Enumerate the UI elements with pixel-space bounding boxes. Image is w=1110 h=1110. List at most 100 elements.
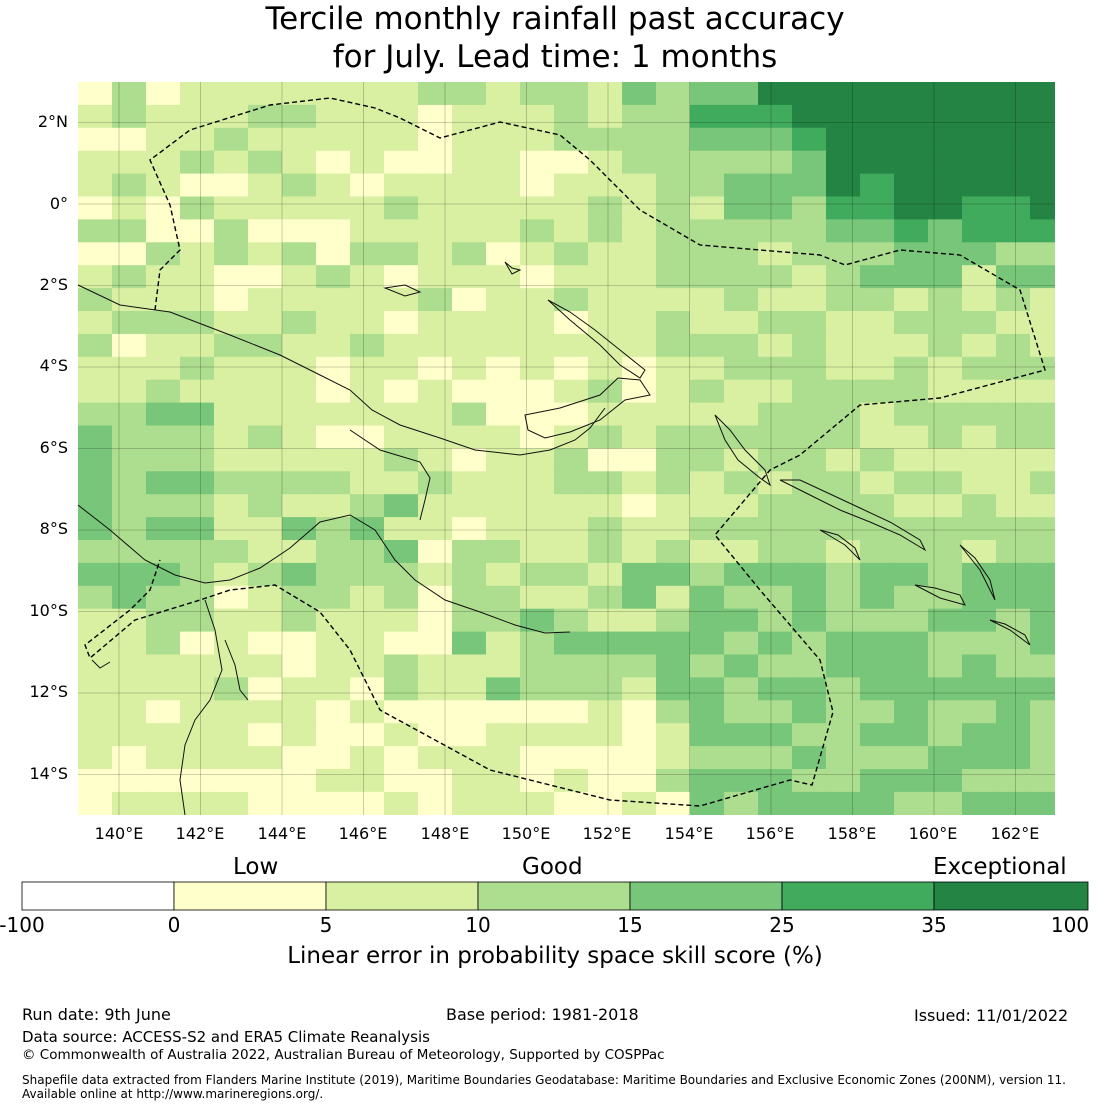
grid-cell bbox=[384, 700, 419, 724]
lon-label: 148°E bbox=[420, 824, 470, 843]
grid-cell bbox=[248, 127, 283, 152]
grid-cell bbox=[758, 654, 793, 678]
grid-cell bbox=[860, 631, 895, 655]
grid-cell bbox=[588, 150, 623, 175]
grid-cell bbox=[860, 608, 895, 633]
grid-cell bbox=[588, 82, 623, 106]
grid-cell bbox=[146, 333, 181, 358]
grid-cell bbox=[656, 517, 691, 541]
grid-cell bbox=[418, 517, 453, 541]
grid-cell bbox=[384, 311, 419, 335]
grid-cell bbox=[690, 173, 725, 197]
grid-cell bbox=[690, 333, 725, 358]
grid-cell bbox=[214, 150, 249, 175]
grid-cell bbox=[622, 517, 657, 541]
grid-cell bbox=[384, 769, 419, 793]
grid-cell bbox=[894, 471, 929, 495]
grid-cell bbox=[928, 288, 963, 312]
grid-cell bbox=[792, 82, 827, 106]
grid-cell bbox=[656, 791, 691, 815]
grid-cell bbox=[316, 82, 351, 106]
grid-cell bbox=[180, 196, 215, 220]
grid-cell bbox=[554, 585, 589, 610]
grid-cell bbox=[248, 723, 283, 747]
grid-cell bbox=[282, 631, 317, 655]
grid-cell bbox=[146, 562, 181, 587]
grid-cell bbox=[78, 265, 113, 289]
grid-cell bbox=[350, 127, 385, 152]
grid-cell bbox=[214, 677, 249, 701]
grid-cell bbox=[486, 791, 521, 815]
grid-cell bbox=[520, 562, 555, 587]
grid-cell bbox=[724, 608, 759, 633]
grid-cell bbox=[486, 127, 521, 152]
grid-cell bbox=[418, 608, 453, 633]
grid-cell bbox=[554, 425, 589, 449]
grid-cell bbox=[180, 540, 215, 564]
grid-cell bbox=[962, 82, 997, 106]
grid-cell bbox=[826, 677, 861, 701]
grid-cell bbox=[724, 311, 759, 335]
grid-cell bbox=[384, 585, 419, 610]
grid-cell bbox=[758, 379, 793, 404]
grid-cell bbox=[486, 517, 521, 541]
grid-cell bbox=[1030, 379, 1055, 404]
grid-cell bbox=[418, 265, 453, 289]
grid-cell bbox=[826, 265, 861, 289]
grid-cell bbox=[792, 104, 827, 129]
grid-cell bbox=[622, 333, 657, 358]
grid-cell bbox=[452, 333, 487, 358]
grid-cell bbox=[758, 608, 793, 633]
grid-cell bbox=[996, 654, 1031, 678]
grid-cell bbox=[758, 265, 793, 289]
grid-cell bbox=[282, 425, 317, 449]
grid-cell bbox=[996, 82, 1031, 106]
grid-cell bbox=[928, 150, 963, 175]
grid-cell bbox=[384, 379, 419, 404]
coastline bbox=[77, 284, 606, 456]
grid-cell bbox=[520, 82, 555, 106]
grid-cell bbox=[384, 127, 419, 152]
grid-cell bbox=[656, 333, 691, 358]
grid-cell bbox=[350, 196, 385, 220]
grid-cell bbox=[146, 104, 181, 129]
grid-cell bbox=[452, 677, 487, 701]
grid-cell bbox=[826, 242, 861, 266]
grid-cell bbox=[146, 356, 181, 381]
grid-cell bbox=[282, 356, 317, 381]
grid-cell bbox=[486, 82, 521, 106]
grid-cell bbox=[1030, 333, 1055, 358]
grid-cell bbox=[282, 677, 317, 701]
grid-cell bbox=[928, 173, 963, 197]
grid-cell bbox=[826, 104, 861, 129]
grid-cell bbox=[520, 494, 555, 518]
grid-cell bbox=[1030, 494, 1055, 518]
grid-cell bbox=[180, 562, 215, 587]
grid-cell bbox=[180, 471, 215, 495]
grid-cell bbox=[112, 494, 147, 518]
grid-cell bbox=[588, 608, 623, 633]
grid-cell bbox=[894, 585, 929, 610]
grid-cell bbox=[146, 311, 181, 335]
grid-cell bbox=[282, 288, 317, 312]
grid-cell bbox=[860, 402, 895, 426]
grid-cell bbox=[248, 356, 283, 381]
grid-cell bbox=[486, 219, 521, 243]
grid-cell bbox=[248, 425, 283, 449]
grid-cell bbox=[112, 219, 147, 243]
grid-cell bbox=[452, 265, 487, 289]
grid-cell bbox=[350, 494, 385, 518]
grid-cell bbox=[996, 333, 1031, 358]
grid-cell bbox=[656, 288, 691, 312]
grid-cell bbox=[690, 723, 725, 747]
grid-cell bbox=[894, 311, 929, 335]
grid-cell bbox=[894, 654, 929, 678]
grid-cell bbox=[588, 791, 623, 815]
lon-label: 154°E bbox=[664, 824, 714, 843]
grid-cell bbox=[1030, 82, 1055, 106]
grid-cell bbox=[996, 173, 1031, 197]
grid-cell bbox=[520, 654, 555, 678]
grid-cell bbox=[622, 746, 657, 770]
grid-cell bbox=[826, 288, 861, 312]
grid-cell bbox=[248, 265, 283, 289]
